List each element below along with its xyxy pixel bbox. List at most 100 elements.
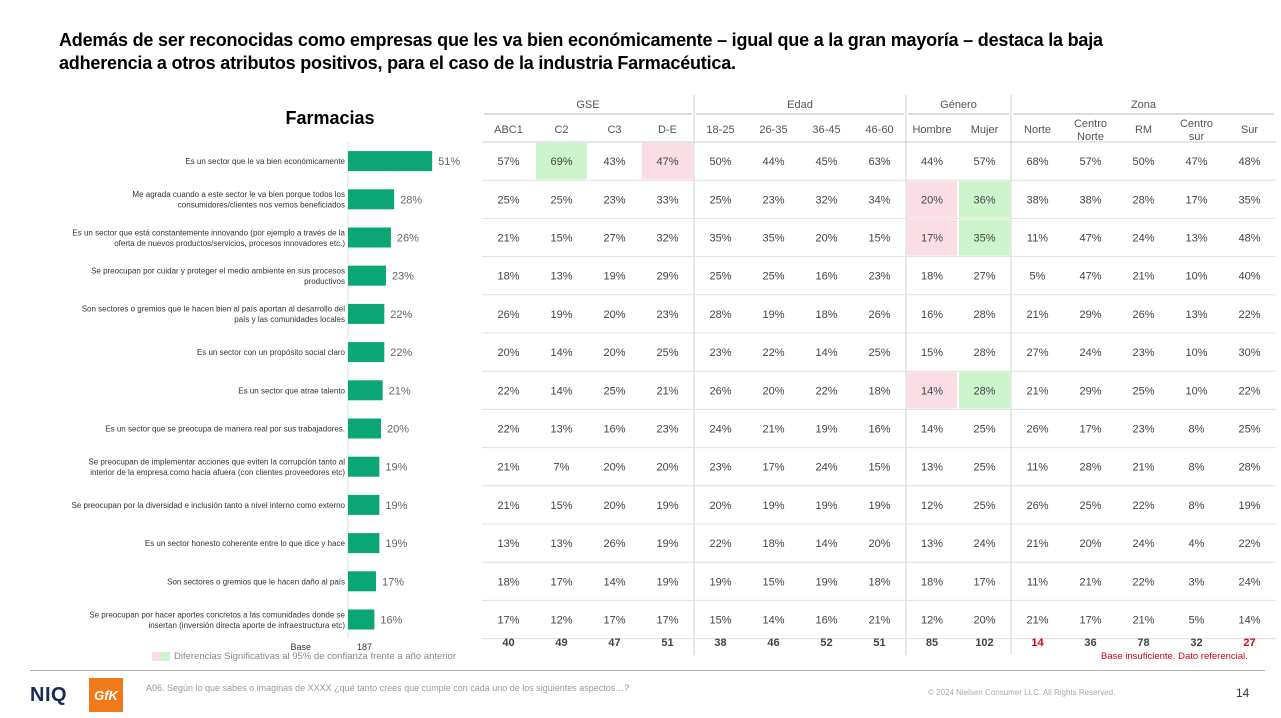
table-cell: 20% <box>603 462 625 474</box>
table-cell: 17% <box>550 576 572 588</box>
table-cell: 4% <box>1189 538 1205 550</box>
bar <box>348 418 381 439</box>
table-cell: 11% <box>1027 233 1048 245</box>
table-cell: 21% <box>497 500 519 512</box>
column-header: Sur <box>1241 124 1258 136</box>
bar <box>348 380 383 401</box>
table-cell: 32% <box>815 194 837 206</box>
category-label: Es un sector honesto coherente entre lo … <box>145 539 346 548</box>
table-cell: 13% <box>550 538 572 550</box>
table-cell: 20% <box>868 538 890 550</box>
table-cell: 33% <box>656 194 678 206</box>
table-cell: 8% <box>1189 500 1205 512</box>
table-cell: 12% <box>921 615 943 627</box>
category-label: Es un sector con un propósito social cla… <box>197 348 346 357</box>
bar <box>348 189 395 210</box>
table-cell: 20% <box>603 347 625 359</box>
table-cell: 26% <box>603 538 625 550</box>
base-cell: 27 <box>1243 637 1255 649</box>
table-cell: 57% <box>973 156 995 168</box>
table-cell: 43% <box>603 156 625 168</box>
table-cell: 14% <box>550 347 572 359</box>
table-cell: 36% <box>973 194 995 206</box>
bar <box>348 303 385 324</box>
table-cell: 27% <box>1026 347 1048 359</box>
table-cell: 19% <box>550 309 572 321</box>
table-cell: 20% <box>603 309 625 321</box>
table-cell: 19% <box>1238 500 1260 512</box>
table-cell: 17% <box>921 233 943 245</box>
table-cell: 20% <box>709 500 731 512</box>
category-label: productivos <box>304 277 345 286</box>
category-label: país y las comunidades locales <box>234 315 345 324</box>
table-cell: 50% <box>709 156 731 168</box>
table-cell: 21% <box>1132 462 1154 474</box>
table-cell: 26% <box>1132 309 1154 321</box>
gfk-logo: GfK <box>89 678 123 712</box>
bar-value-label: 22% <box>390 309 412 321</box>
significance-cell <box>907 372 957 409</box>
table-cell: 23% <box>603 194 625 206</box>
significance-legend: Diferencias Significativas al 95% de con… <box>152 651 456 662</box>
significance-legend-text: Diferencias Significativas al 95% de con… <box>174 651 456 662</box>
table-cell: 19% <box>815 424 837 436</box>
bar <box>348 265 386 286</box>
table-cell: 18% <box>868 385 890 397</box>
table-cell: 57% <box>1079 156 1101 168</box>
table-cell: 44% <box>921 156 943 168</box>
table-cell: 19% <box>815 576 837 588</box>
table-cell: 19% <box>762 309 784 321</box>
table-cell: 13% <box>550 424 572 436</box>
table-cell: 26% <box>868 309 890 321</box>
column-header: C2 <box>554 124 568 136</box>
significance-cell <box>907 219 957 256</box>
table-cell: 19% <box>656 500 678 512</box>
table-cell: 28% <box>973 385 995 397</box>
category-label: Es un sector que se preocupa de manera r… <box>105 425 345 434</box>
base-cell: 51 <box>661 637 673 649</box>
column-header: 36-45 <box>812 124 840 136</box>
table-cell: 18% <box>762 538 784 550</box>
bar-value-label: 20% <box>387 424 409 436</box>
table-cell: 19% <box>868 500 890 512</box>
base-value: 187 <box>357 642 372 652</box>
table-cell: 13% <box>921 462 943 474</box>
table-cell: 24% <box>1238 576 1260 588</box>
copyright: © 2024 Nielsen Consumer LLC. All Rights … <box>928 688 1116 697</box>
table-cell: 16% <box>868 424 890 436</box>
table-cell: 23% <box>709 462 731 474</box>
base-cell: 47 <box>608 637 620 649</box>
table-cell: 20% <box>973 615 995 627</box>
group-header: Edad <box>787 99 813 111</box>
table-cell: 22% <box>1238 385 1260 397</box>
table-cell: 14% <box>1238 615 1260 627</box>
table-cell: 19% <box>709 576 731 588</box>
table-cell: 25% <box>762 271 784 283</box>
table-cell: 20% <box>603 500 625 512</box>
table-cell: 26% <box>1026 500 1048 512</box>
table-cell: 22% <box>1132 500 1154 512</box>
table-cell: 7% <box>554 462 570 474</box>
column-header: C3 <box>607 124 621 136</box>
table-cell: 14% <box>550 385 572 397</box>
table-cell: 21% <box>1026 309 1048 321</box>
table-cell: 18% <box>868 576 890 588</box>
table-cell: 69% <box>550 156 572 168</box>
table-cell: 25% <box>973 462 995 474</box>
base-cell: 36 <box>1084 637 1096 649</box>
table-cell: 18% <box>497 271 519 283</box>
bar <box>348 494 380 515</box>
column-header: RM <box>1135 124 1152 136</box>
table-cell: 22% <box>1238 538 1260 550</box>
table-cell: 25% <box>709 194 731 206</box>
table-cell: 30% <box>1238 347 1260 359</box>
bar-value-label: 28% <box>400 194 422 206</box>
pink-swatch <box>152 652 161 661</box>
table-cell: 26% <box>709 385 731 397</box>
significance-cell <box>907 181 957 218</box>
base-cell: 102 <box>975 637 993 649</box>
table-cell: 23% <box>656 424 678 436</box>
table-cell: 14% <box>921 385 943 397</box>
table-cell: 15% <box>762 576 784 588</box>
table-cell: 24% <box>709 424 731 436</box>
